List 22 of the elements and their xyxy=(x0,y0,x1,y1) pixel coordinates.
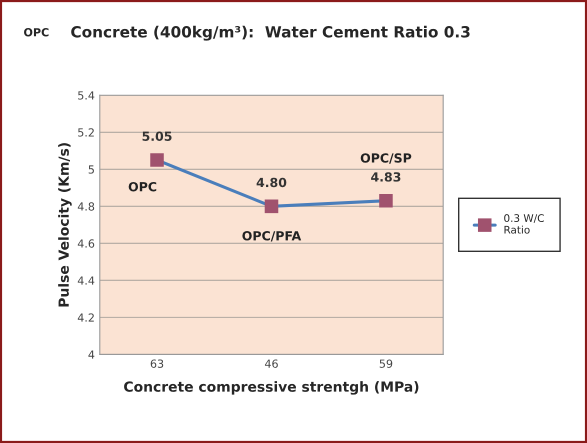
data-label: 4.80 xyxy=(256,178,286,188)
y-tick-label: 4.2 xyxy=(78,313,94,322)
y-tick-label: 4.6 xyxy=(78,239,94,248)
y-tick-label: 5.2 xyxy=(78,128,94,137)
y-tick-label: 5.4 xyxy=(78,91,94,100)
y-tick-label: 4.8 xyxy=(78,202,94,211)
x-tick-label: 46 xyxy=(264,359,278,368)
y-axis-title: Pulse Velocity (Km/s) xyxy=(58,143,72,306)
text: OPC xyxy=(24,28,49,36)
data-label: 4.83 xyxy=(371,172,400,182)
annotation: OPC/SP xyxy=(360,153,412,164)
chart-title: Concrete (400kg/m³): Water Cement Ratio 0.3 xyxy=(71,26,470,41)
annotation: OPC xyxy=(128,182,156,192)
y-tick-label: 5 xyxy=(88,165,94,174)
x-tick-label: 59 xyxy=(380,359,392,368)
y-tick-label: 4 xyxy=(88,350,94,359)
x-axis-title: Concrete compressive strentgh (MPa) xyxy=(124,381,418,395)
annotation: OPC/PFA xyxy=(242,231,302,242)
y-tick-label: 4.4 xyxy=(78,276,94,285)
x-tick-label: 63 xyxy=(150,359,164,368)
legend-label: 0.3 W/C Ratio xyxy=(504,214,544,234)
data-label: 5.05 xyxy=(142,131,172,141)
